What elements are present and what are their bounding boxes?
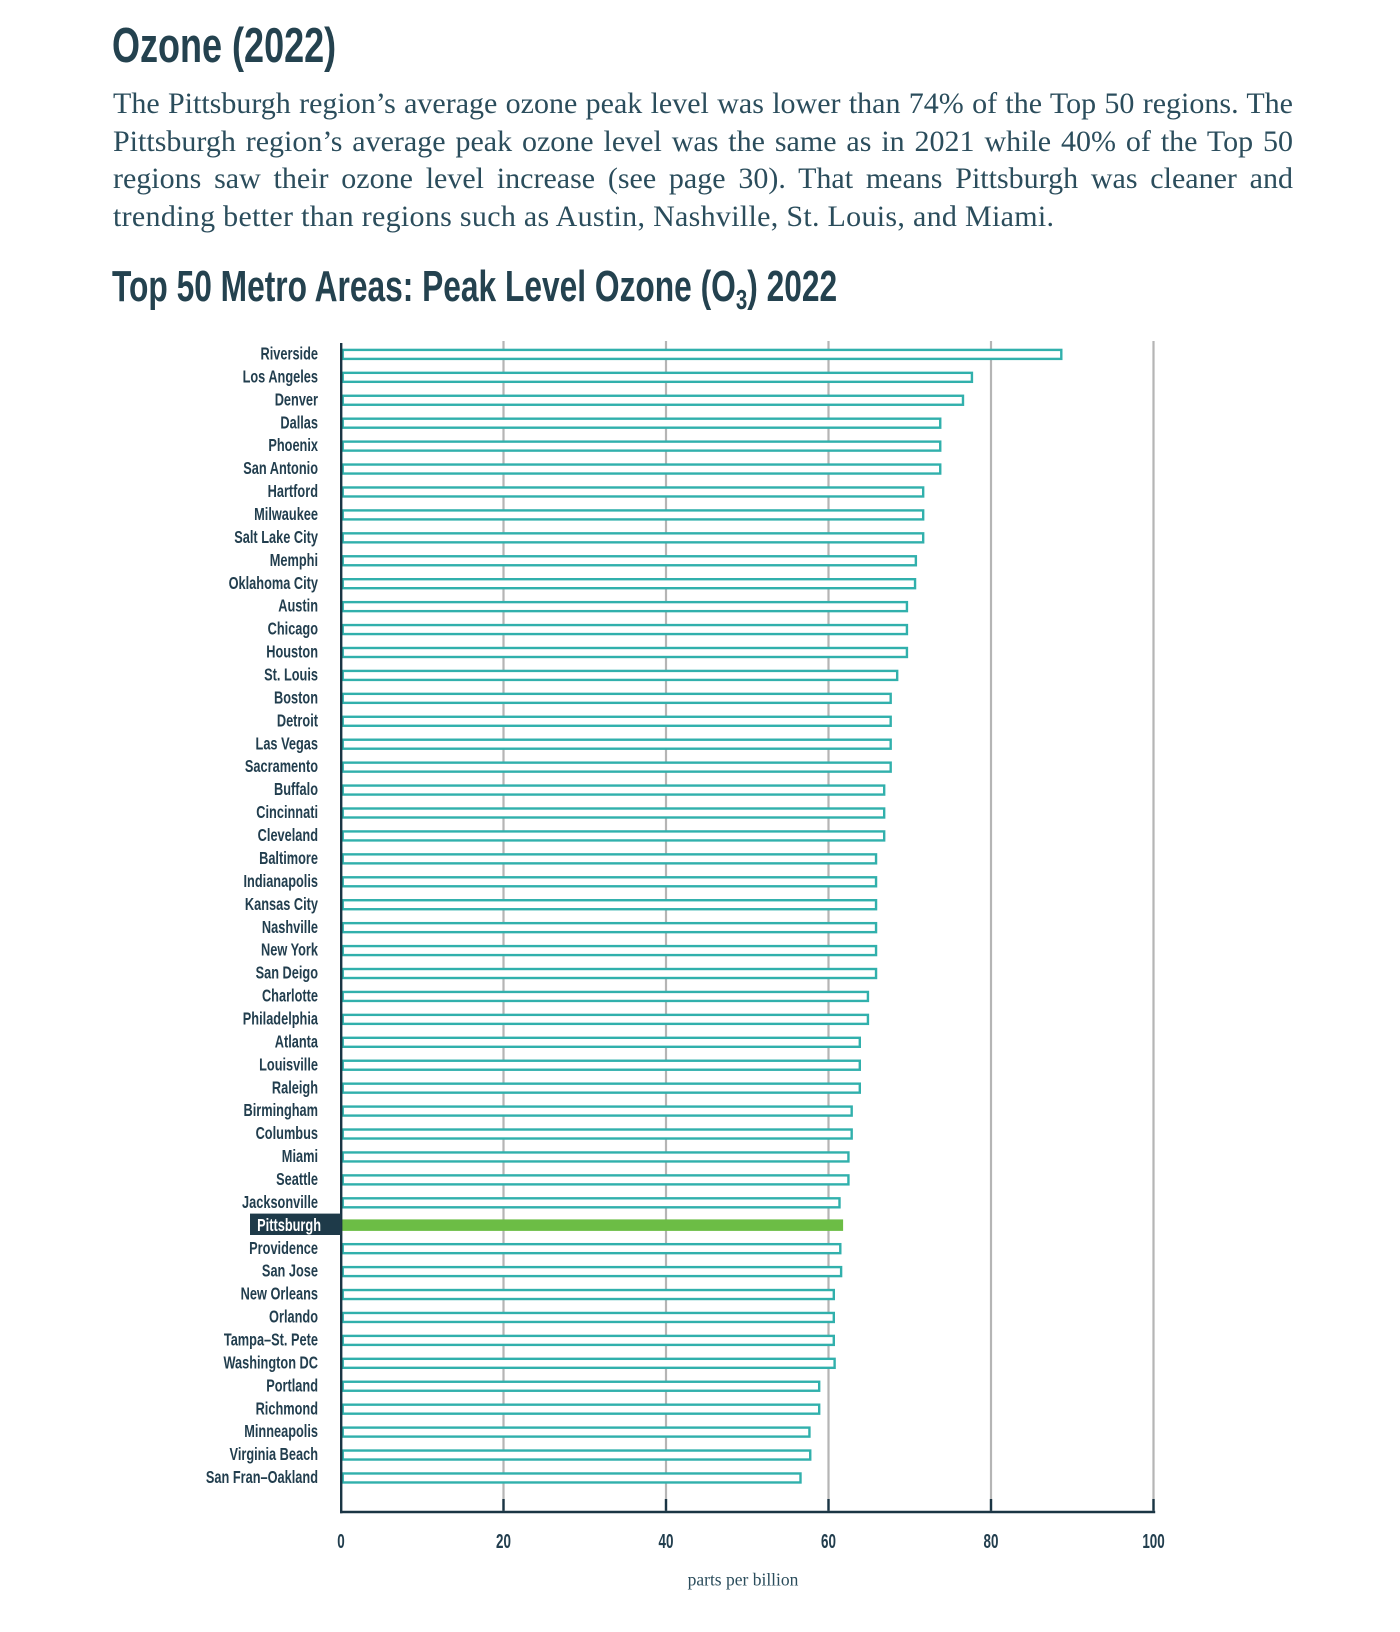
- svg-text:Miami: Miami: [282, 1147, 318, 1167]
- svg-text:Denver: Denver: [275, 390, 318, 410]
- svg-text:Boston: Boston: [274, 688, 318, 708]
- svg-text:Columbus: Columbus: [256, 1124, 319, 1144]
- svg-text:Cleveland: Cleveland: [258, 826, 318, 846]
- svg-text:Chicago: Chicago: [268, 620, 318, 640]
- svg-text:60: 60: [821, 1530, 836, 1552]
- svg-text:Baltimore: Baltimore: [259, 849, 318, 869]
- svg-text:Detroit: Detroit: [277, 711, 318, 731]
- svg-text:Nashville: Nashville: [262, 918, 318, 938]
- svg-text:Kansas City: Kansas City: [245, 895, 318, 915]
- svg-text:Pittsburgh: Pittsburgh: [257, 1216, 321, 1236]
- svg-text:Oklahoma City: Oklahoma City: [229, 574, 319, 594]
- svg-text:Hartford: Hartford: [268, 482, 318, 502]
- svg-text:80: 80: [984, 1530, 999, 1552]
- svg-text:New York: New York: [261, 941, 318, 961]
- svg-text:San Deigo: San Deigo: [256, 964, 318, 984]
- svg-text:Orlando: Orlando: [269, 1308, 318, 1328]
- svg-text:Birmingham: Birmingham: [244, 1101, 318, 1121]
- svg-text:Richmond: Richmond: [256, 1399, 318, 1419]
- svg-text:Sacramento: Sacramento: [245, 757, 318, 777]
- svg-text:Jacksonville: Jacksonville: [242, 1193, 318, 1213]
- svg-text:Washington DC: Washington DC: [223, 1353, 318, 1373]
- svg-text:Raleigh: Raleigh: [272, 1078, 318, 1098]
- svg-text:New Orleans: New Orleans: [241, 1285, 319, 1305]
- svg-text:Houston: Houston: [266, 643, 318, 663]
- svg-text:Las Vegas: Las Vegas: [256, 734, 319, 754]
- svg-text:Cincinnati: Cincinnati: [256, 803, 318, 823]
- svg-text:Phoenix: Phoenix: [268, 436, 318, 456]
- svg-text:Tampa–St. Pete: Tampa–St. Pete: [224, 1331, 318, 1351]
- svg-text:Charlotte: Charlotte: [262, 987, 318, 1007]
- svg-text:Riverside: Riverside: [261, 345, 319, 365]
- svg-text:Dallas: Dallas: [280, 413, 318, 433]
- svg-text:Buffalo: Buffalo: [274, 780, 318, 800]
- svg-text:Milwaukee: Milwaukee: [254, 505, 318, 525]
- svg-text:Seattle: Seattle: [276, 1170, 318, 1190]
- svg-text:Los Angeles: Los Angeles: [243, 367, 319, 387]
- svg-text:San Jose: San Jose: [262, 1262, 318, 1282]
- svg-text:Louisville: Louisville: [259, 1055, 318, 1075]
- svg-text:Atlanta: Atlanta: [275, 1032, 319, 1052]
- svg-text:St. Louis: St. Louis: [264, 666, 318, 686]
- svg-text:Indianapolis: Indianapolis: [244, 872, 319, 892]
- svg-text:parts per billion: parts per billion: [688, 1570, 799, 1590]
- svg-text:San Fran–Oakland: San Fran–Oakland: [206, 1468, 318, 1488]
- svg-text:Salt Lake City: Salt Lake City: [234, 528, 318, 548]
- svg-text:Philadelphia: Philadelphia: [243, 1010, 318, 1030]
- svg-text:Minneapolis: Minneapolis: [244, 1422, 318, 1442]
- svg-text:20: 20: [496, 1530, 511, 1552]
- svg-text:San Antonio: San Antonio: [243, 459, 318, 479]
- svg-text:Providence: Providence: [249, 1239, 318, 1259]
- svg-text:Memphi: Memphi: [270, 551, 318, 571]
- svg-text:100: 100: [1142, 1530, 1164, 1552]
- svg-text:Portland: Portland: [266, 1376, 318, 1396]
- svg-text:Virginia Beach: Virginia Beach: [230, 1445, 318, 1465]
- svg-text:0: 0: [337, 1530, 344, 1552]
- svg-text:Austin: Austin: [278, 597, 318, 617]
- svg-text:40: 40: [659, 1530, 674, 1552]
